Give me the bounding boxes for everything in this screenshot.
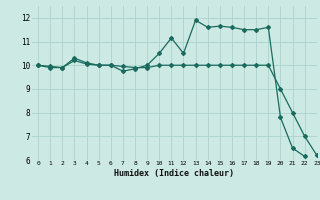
X-axis label: Humidex (Indice chaleur): Humidex (Indice chaleur) — [115, 169, 234, 178]
